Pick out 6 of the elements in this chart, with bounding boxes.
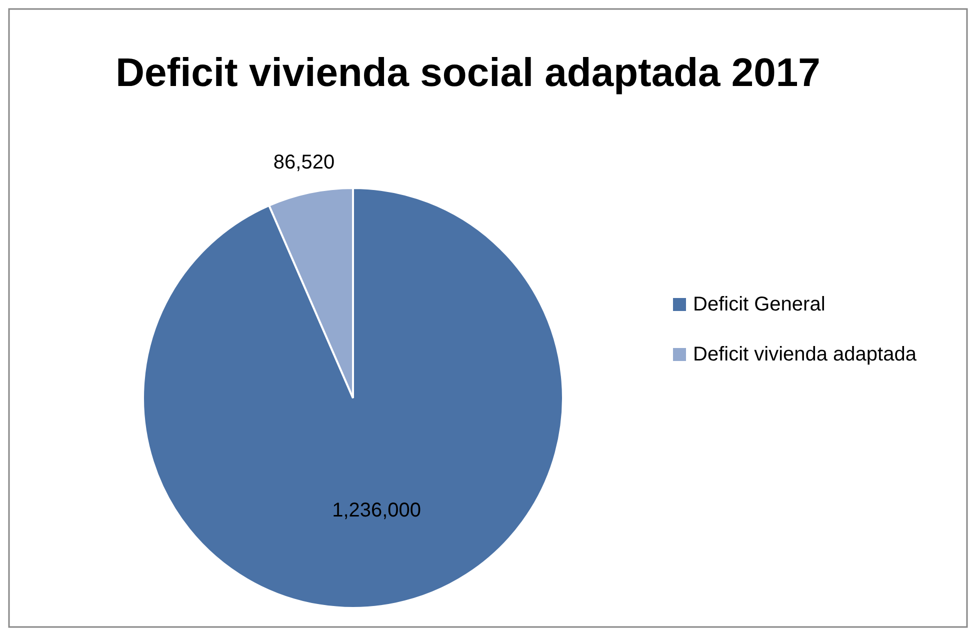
data-label: 1,236,000 (332, 499, 422, 522)
chart-title: Deficit vivienda social adaptada 2017 (116, 51, 820, 95)
legend-label: Deficit vivienda adaptada (693, 343, 918, 366)
legend-label: Deficit General (693, 293, 826, 316)
data-label: 86,520 (273, 151, 335, 174)
pie-slice (142, 187, 564, 609)
